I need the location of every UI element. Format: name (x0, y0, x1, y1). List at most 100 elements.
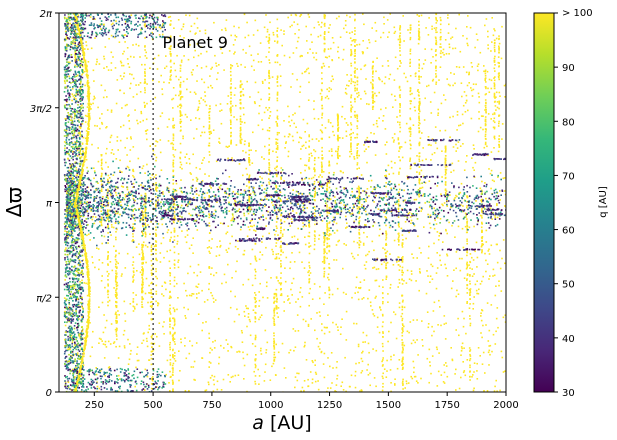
data-point (179, 107, 182, 109)
data-point (115, 295, 117, 298)
data-point (433, 227, 436, 230)
data-point (357, 343, 360, 346)
data-point (169, 291, 171, 293)
data-point (321, 150, 323, 153)
data-point (312, 361, 314, 364)
data-point (298, 141, 300, 144)
data-point (344, 20, 347, 22)
data-point (216, 380, 219, 383)
data-point (374, 186, 377, 189)
data-point (248, 208, 250, 211)
data-point (418, 121, 420, 124)
data-point (144, 45, 146, 47)
data-point (471, 268, 473, 270)
data-point (276, 94, 279, 96)
data-point (86, 294, 89, 297)
data-point (328, 229, 331, 232)
data-point (145, 57, 148, 59)
data-point (439, 38, 442, 41)
data-point (74, 33, 77, 35)
data-point (470, 62, 473, 64)
data-point (255, 354, 257, 356)
data-point (319, 297, 321, 300)
data-point (150, 363, 153, 366)
data-point (157, 54, 160, 57)
data-point (123, 92, 125, 95)
data-point (161, 33, 164, 36)
data-point (467, 109, 469, 112)
data-point (101, 301, 104, 304)
plot-area (59, 13, 506, 392)
data-point (225, 29, 227, 32)
data-point (300, 137, 303, 139)
data-point (268, 73, 270, 75)
data-point (285, 141, 287, 143)
data-point (353, 71, 356, 73)
data-point (151, 334, 154, 337)
data-point (189, 44, 191, 46)
data-point (107, 180, 109, 183)
data-point (372, 73, 374, 75)
data-point (239, 123, 242, 125)
data-point (362, 331, 365, 334)
data-point (254, 359, 257, 362)
data-point (501, 123, 504, 125)
data-point (162, 325, 164, 328)
data-point (481, 243, 483, 245)
data-point (352, 81, 355, 83)
data-point (169, 249, 172, 252)
data-point (169, 362, 172, 364)
data-point (354, 58, 356, 60)
data-point (276, 75, 279, 78)
data-point (172, 389, 174, 392)
data-point (328, 263, 330, 265)
data-point (207, 381, 210, 384)
data-point (437, 114, 439, 116)
data-point (103, 314, 105, 316)
data-point (112, 342, 115, 344)
data-point (494, 29, 496, 32)
data-point (327, 273, 330, 275)
data-point (221, 188, 224, 191)
data-point (276, 91, 279, 94)
data-point (249, 263, 252, 265)
data-point (503, 84, 506, 87)
data-point (461, 257, 463, 260)
data-point (417, 354, 419, 356)
data-point (488, 349, 491, 352)
data-point (300, 172, 302, 174)
data-point (356, 120, 359, 123)
data-point (174, 207, 176, 209)
data-point (109, 141, 111, 143)
data-point (226, 146, 229, 148)
data-point (398, 302, 401, 304)
data-point (291, 24, 293, 27)
data-point (368, 250, 370, 253)
data-point (321, 82, 323, 85)
data-point (74, 275, 77, 277)
data-point (234, 245, 237, 248)
data-point (88, 284, 90, 287)
data-point (370, 132, 372, 134)
data-point (172, 317, 175, 319)
data-point (313, 283, 316, 285)
data-point (385, 264, 387, 267)
data-point (323, 233, 326, 235)
data-point (115, 333, 118, 335)
data-point (455, 150, 457, 152)
data-point (213, 21, 215, 24)
data-point (499, 172, 502, 174)
data-point (155, 203, 157, 206)
data-point (159, 27, 162, 30)
data-point (235, 270, 237, 273)
data-point (244, 36, 246, 39)
data-point (144, 224, 147, 227)
data-point (105, 346, 108, 348)
data-point (101, 173, 103, 175)
data-point (115, 194, 118, 197)
data-point (212, 390, 215, 392)
data-point (476, 65, 479, 67)
data-point (337, 155, 339, 157)
data-point (232, 44, 235, 46)
data-point (388, 226, 391, 229)
